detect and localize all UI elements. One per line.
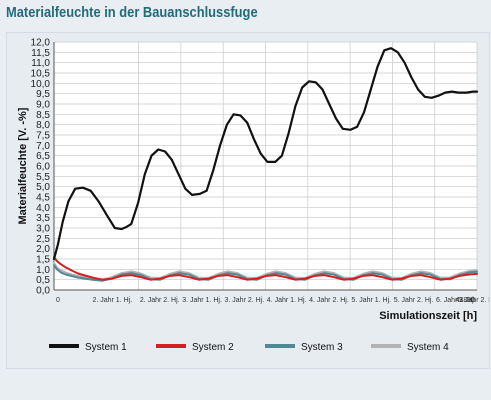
x-tick-label: 43800 bbox=[456, 297, 476, 304]
x-axis-label: Simulationszeit [h] bbox=[379, 310, 477, 322]
x-tick-label: 4. Jahr 2. Hj. bbox=[309, 297, 349, 304]
y-tick-label: 8,0 bbox=[36, 120, 50, 131]
line-chart: 0,00,51,01,52,02,53,03,54,04,55,05,56,06… bbox=[17, 38, 489, 354]
y-tick-label: 7,5 bbox=[36, 131, 50, 142]
legend-label: System 4 bbox=[407, 342, 449, 353]
legend-label: System 1 bbox=[85, 342, 127, 353]
y-tick-label: 0,0 bbox=[36, 286, 50, 297]
x-tick-label: 2. Jahr 1. Hj. bbox=[92, 297, 132, 304]
y-tick-label: 5,0 bbox=[36, 182, 50, 193]
x-tick-label: 2. Jahr 2. Hj. bbox=[140, 297, 180, 304]
y-tick-label: 10,0 bbox=[31, 79, 51, 90]
x-tick-label: 5. Jahr 1. Hj. bbox=[351, 297, 391, 304]
y-tick-label: 8,5 bbox=[36, 110, 50, 121]
y-tick-label: 12,0 bbox=[31, 38, 51, 49]
y-tick-label: 4,0 bbox=[36, 203, 50, 214]
y-tick-label: 5,5 bbox=[36, 172, 50, 183]
series-line-system-2 bbox=[53, 255, 478, 281]
chart-panel: 0,0 0,5 1,0 1,5 2,0 2,5 3,0 3,5 4,0 4,5 5,0 5,5 6,0 6… bbox=[6, 32, 490, 369]
x-tick-label: 4. Jahr 1. Hj. bbox=[267, 297, 307, 304]
y-tick-label: 6,0 bbox=[36, 162, 50, 173]
y-tick-label: 0,5 bbox=[36, 275, 50, 286]
chart-title: Materialfeuchte in der Bauanschlussfuge bbox=[6, 4, 258, 21]
y-tick-label: 10,5 bbox=[31, 69, 51, 80]
x-tick-label: 6. Jahr 2. Hj. bbox=[457, 297, 489, 304]
y-tick-label: 9,5 bbox=[36, 89, 50, 100]
y-tick-label: 6,5 bbox=[36, 151, 50, 162]
y-tick-label: 1,0 bbox=[36, 265, 50, 276]
y-tick-label: 11,5 bbox=[31, 48, 50, 59]
y-tick-label: 3,0 bbox=[36, 224, 50, 235]
y-tick-label: 9,0 bbox=[36, 100, 50, 111]
y-tick-label: 3,5 bbox=[36, 213, 50, 224]
y-tick-label: 1,5 bbox=[36, 255, 50, 266]
series-line-system-1 bbox=[52, 47, 479, 261]
y-tick-label: 2,5 bbox=[36, 234, 50, 245]
x-tick-label: 3. Jahr 2. Hj. bbox=[225, 297, 265, 304]
x-tick-label: 6. Jahr 1. Hj. bbox=[436, 297, 476, 304]
y-axis-label: Materialfeuchte [V. -%] bbox=[17, 107, 29, 224]
x-tick-label: 0 bbox=[56, 297, 60, 304]
x-tick-label: 3. Jahr 1. Hj. bbox=[182, 297, 222, 304]
legend-label: System 3 bbox=[301, 342, 343, 353]
y-tick-label: 2,0 bbox=[36, 244, 50, 255]
y-tick-label: 7,0 bbox=[36, 141, 50, 152]
legend-label: System 2 bbox=[192, 342, 234, 353]
x-tick-label: 5. Jahr 2. Hj. bbox=[394, 297, 434, 304]
y-tick-label: 11,0 bbox=[31, 58, 50, 69]
y-tick-label: 4,5 bbox=[36, 193, 50, 204]
